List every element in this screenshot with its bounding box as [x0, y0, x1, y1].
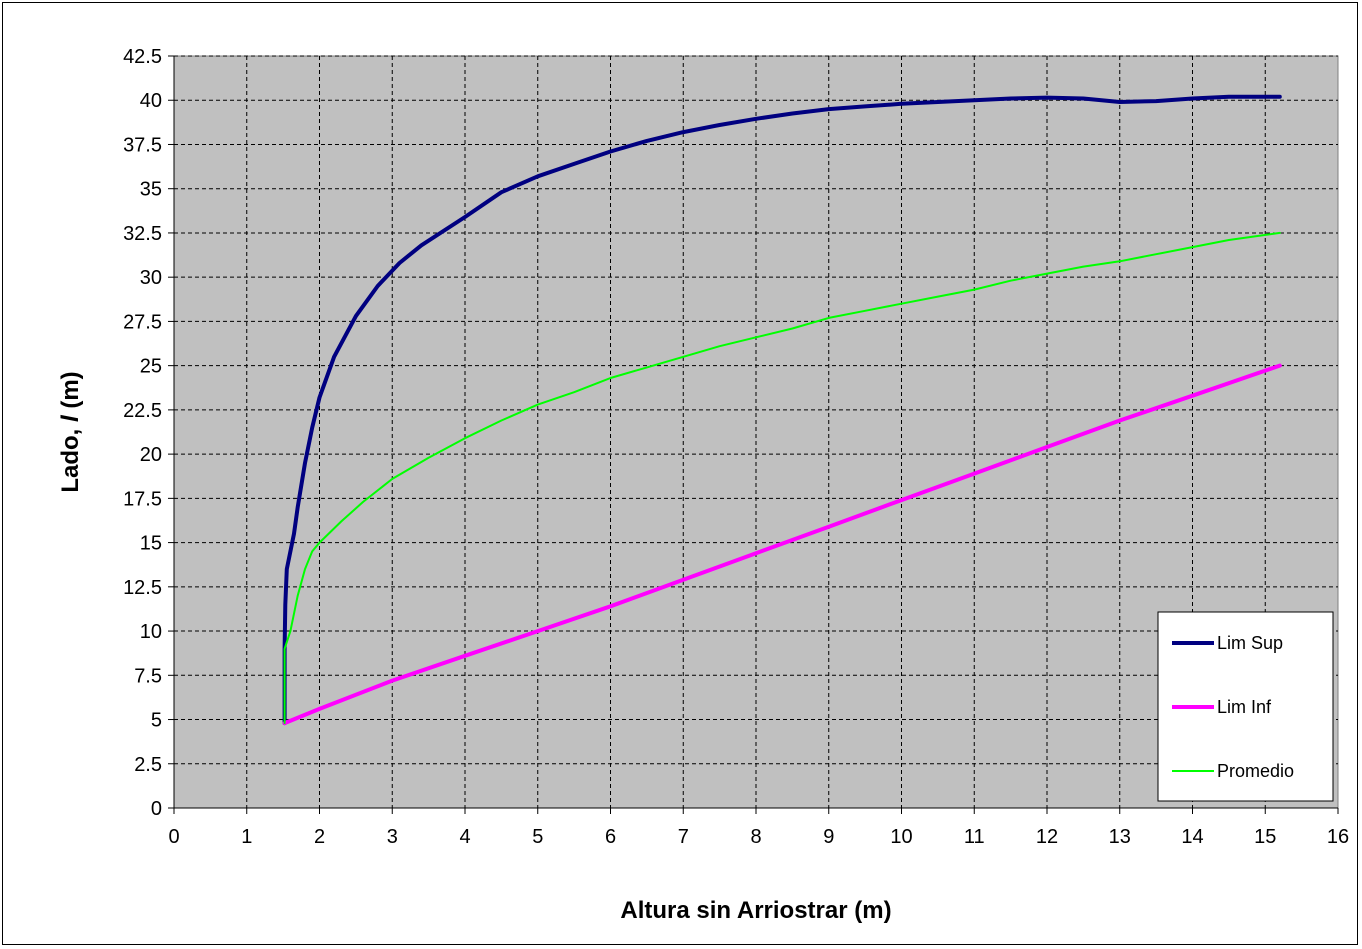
- y-tick-label-11: 27.5: [123, 311, 162, 333]
- x-tick-label-5: 5: [532, 826, 543, 848]
- series-line-promedio: [283, 231, 1281, 725]
- y-axis-title-variable: l: [57, 414, 84, 422]
- y-tick-label-2: 5: [151, 710, 162, 732]
- x-tick-label-8: 8: [750, 826, 761, 848]
- x-tick-label-7: 7: [678, 826, 689, 848]
- series-line-lim-sup: [282, 94, 1282, 726]
- legend-label-promedio: Promedio: [1217, 761, 1294, 781]
- x-tick-label-4: 4: [459, 826, 470, 848]
- y-tick-label-3: 7.5: [134, 665, 162, 687]
- x-tick-label-15: 15: [1254, 826, 1276, 848]
- y-tick-label-0: 0: [151, 798, 162, 820]
- legend-label-lim-sup: Lim Sup: [1217, 633, 1283, 653]
- x-tick-label-9: 9: [823, 826, 834, 848]
- y-tick-label-8: 20: [140, 444, 162, 466]
- x-tick-label-2: 2: [314, 826, 325, 848]
- legend-label-lim-inf: Lim Inf: [1217, 697, 1272, 717]
- x-tick-label-6: 6: [605, 826, 616, 848]
- x-tick-label-1: 1: [241, 826, 252, 848]
- x-tick-label-3: 3: [387, 826, 398, 848]
- y-tick-label-13: 32.5: [123, 223, 162, 245]
- y-tick-label-9: 22.5: [123, 400, 162, 422]
- y-tick-label-1: 2.5: [134, 754, 162, 776]
- x-tick-label-16: 16: [1327, 826, 1349, 848]
- y-axis-title-part-3: (m): [57, 371, 84, 415]
- y-tick-label-10: 25: [140, 356, 162, 378]
- y-tick-labels: 0 2.5 5 7.5 10 12.5 15 17.5 20 22.5 25 27.5 30 32.5 35…: [123, 46, 162, 820]
- y-tick-label-17: 42.5: [123, 46, 162, 68]
- legend: Lim Sup Lim Inf Promedio: [1157, 611, 1334, 802]
- y-tick-label-7: 17.5: [123, 488, 162, 510]
- y-axis-title: Lado, l (m): [57, 371, 84, 492]
- axes: [168, 55, 1339, 814]
- x-tick-labels: 0 1 2 3 4 5 6 7 8 9 10 11 12 13 14 15 16: [168, 826, 1349, 848]
- x-tick-label-14: 14: [1181, 826, 1203, 848]
- series-line-lim-inf: [282, 363, 1282, 726]
- y-tick-label-14: 35: [140, 179, 162, 201]
- y-tick-label-6: 15: [140, 533, 162, 555]
- x-tick-label-13: 13: [1109, 826, 1131, 848]
- y-tick-label-15: 37.5: [123, 134, 162, 156]
- y-tick-label-12: 30: [140, 267, 162, 289]
- x-tick-label-0: 0: [168, 826, 179, 848]
- y-tick-label-4: 10: [140, 621, 162, 643]
- x-tick-label-10: 10: [890, 826, 912, 848]
- y-tick-label-5: 12.5: [123, 577, 162, 599]
- series-lines: [282, 94, 1282, 726]
- x-axis-title: Altura sin Arriostrar (m): [620, 897, 891, 924]
- x-tick-label-12: 12: [1036, 826, 1058, 848]
- y-axis-title-part-1: Lado,: [57, 422, 84, 493]
- x-tick-label-11: 11: [964, 826, 985, 848]
- y-tick-label-16: 40: [140, 90, 162, 112]
